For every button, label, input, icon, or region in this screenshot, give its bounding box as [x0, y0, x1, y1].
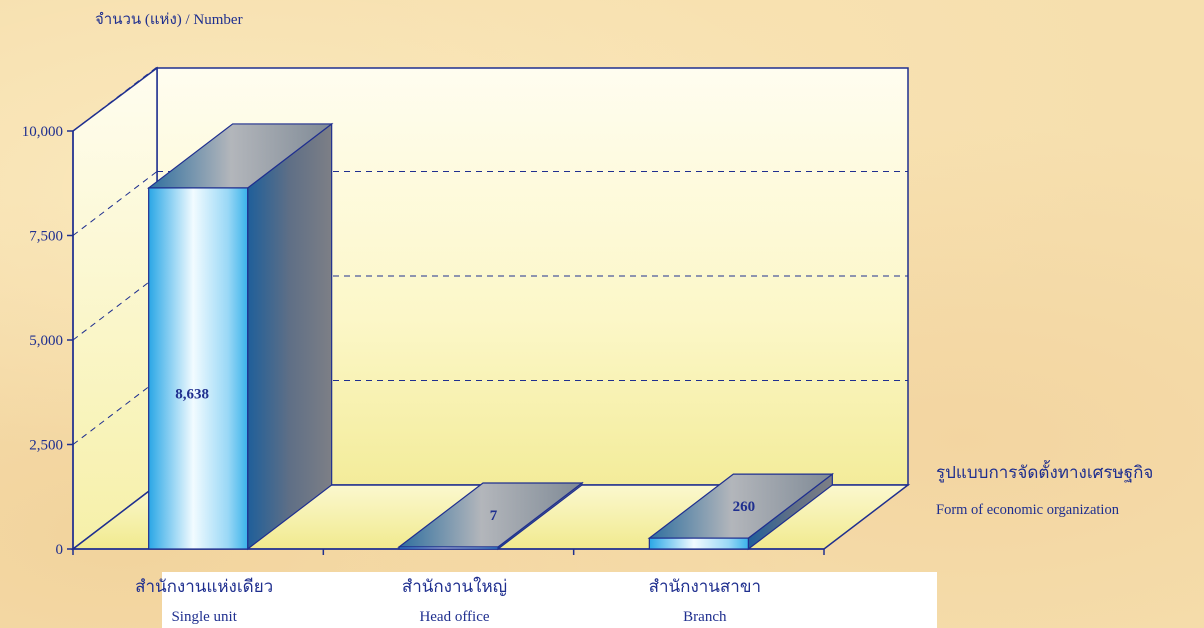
y-tick-label: 5,000 [29, 333, 63, 349]
bar [397, 481, 584, 551]
x-axis-title-english: Form of economic organization [936, 502, 1120, 518]
gridline-side [72, 171, 158, 236]
y-tick-label: 0 [56, 542, 64, 558]
bar [647, 472, 835, 551]
y-axis-title: จำนวน (แห่ง) / Number [95, 11, 243, 28]
category-label-english: Head office [419, 609, 489, 625]
bar-front-face [398, 546, 499, 550]
bar-front-face [148, 187, 249, 550]
category-labels: สำนักงานแห่งเดียว Single unit สำนักงานใหญ่… [135, 576, 761, 625]
gridline-side [72, 66, 158, 132]
bars [146, 122, 835, 551]
bar [146, 122, 334, 551]
gridline-side [72, 380, 158, 445]
y-tick-label: 10,000 [22, 124, 63, 140]
value-label: 260 [733, 499, 756, 515]
category-label-english: Single unit [171, 609, 237, 625]
value-labels: 8,638 7 260 [175, 386, 755, 524]
y-axis: 0 2,500 5,000 7,500 10,000 [22, 124, 74, 558]
category-label-thai: สำนักงานสาขา [649, 577, 761, 596]
category-label-thai: สำนักงานแห่งเดียว [135, 577, 273, 596]
category-label-thai: สำนักงานใหญ่ [402, 576, 507, 596]
value-label: 8,638 [175, 386, 209, 402]
bar-side-face [247, 122, 333, 551]
category-label-panel [162, 572, 937, 628]
y-tick-label: 7,500 [29, 229, 63, 245]
bar-front-face [648, 537, 749, 550]
x-axis-title-thai: รูปแบบการจัดตั้งทางเศรษฐกิจ [936, 460, 1153, 483]
x-axis [72, 548, 825, 555]
gridline-side [72, 275, 158, 341]
side-wall [72, 66, 158, 551]
y-tick-label: 2,500 [29, 438, 63, 454]
value-label: 7 [490, 508, 498, 524]
category-label-english: Branch [683, 609, 727, 625]
